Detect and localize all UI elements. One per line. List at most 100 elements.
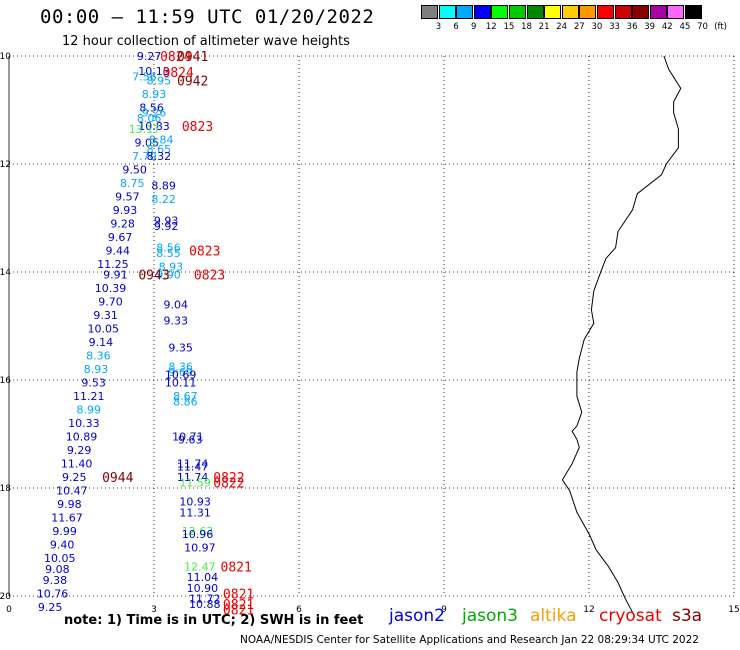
pass-time-label: 0942 [177,74,208,89]
wave-height-value: 9.67 [108,231,133,244]
color-scale-label: 15 [503,22,515,32]
pass-time-label: 0822 [213,471,244,486]
color-scale-label: 27 [573,22,585,32]
wave-height-value: 9.93 [154,215,179,228]
wave-height-value: 10.96 [182,528,214,541]
legend-item-jason2: jason2 [389,606,445,626]
color-scale-label: 6 [453,22,459,32]
color-scale-unit: (ft) [714,22,727,32]
wave-height-value: 9.98 [57,498,82,511]
wave-height-value: 9.31 [93,309,118,322]
color-scale-label: 36 [626,22,638,32]
wave-height-value: 10.11 [165,377,197,390]
wave-height-value: 8.75 [120,177,145,190]
color-scale-label: 42 [661,22,673,32]
wave-height-value: 11.74 [177,471,209,484]
wave-height-value: 9.35 [168,342,193,355]
wave-height-value: 9.14 [89,336,114,349]
pass-time-label: 0821 [221,560,252,575]
color-scale-label: 70 [697,22,708,32]
color-scale-label: 3 [435,22,442,32]
wave-height-value: 9.63 [178,433,203,446]
wave-height-value: 10.93 [179,496,211,509]
wave-height-value: 10.39 [95,282,127,295]
wave-height-value: 9.53 [81,377,106,390]
wave-height-value: 8.93 [142,88,167,101]
color-scale-label: 9 [470,22,477,32]
color-swatch [685,5,702,19]
pass-time-label: 0821 [223,587,254,602]
color-swatch [473,5,491,19]
wave-height-value: 9.26 [142,107,167,120]
wave-height-value: 9.92 [154,220,179,233]
wave-height-value: 9.08 [45,563,70,576]
coastline [561,55,682,613]
wave-height-value: 9.28 [110,217,135,230]
wave-height-value: 8.32 [147,150,172,163]
page-subtitle: 12 hour collection of altimeter wave hei… [62,34,350,49]
color-scale-label: 18 [521,22,532,32]
wave-height-value: 8.36 [168,361,193,374]
color-swatch [579,5,597,19]
wave-height-value: 7.70 [132,150,157,163]
color-swatch [526,5,544,19]
wave-height-value: 10.90 [187,582,219,595]
wave-height-value: 10.05 [44,552,76,565]
wave-height-value: 8.36 [86,350,111,363]
color-swatch [421,5,438,19]
wave-height-value: 8.84 [149,134,174,147]
color-scale-label: 30 [591,22,603,32]
wave-height-value: 10.05 [88,323,120,336]
color-swatch [667,5,685,19]
pass-time-label: 0824 [160,50,191,65]
color-scale-label: 39 [644,22,656,32]
wave-height-value: 9.69 [168,366,193,379]
y-tick-label: -12 [0,160,11,170]
page-title: 00:00 – 11:59 UTC 01/20/2022 [40,6,375,28]
pass-time-label: 0944 [102,471,133,486]
x-tick-label: 0 [6,605,12,615]
color-swatch [597,5,614,19]
color-scale-label: 12 [485,22,497,32]
wave-height-value: 11.40 [61,458,93,471]
map-grid [8,55,735,597]
wave-height-value: 8.56 [156,242,181,255]
wave-height-value: 8.67 [173,390,198,403]
wave-height-value: 9.50 [122,163,147,176]
color-scale-label: 21 [538,22,550,32]
wave-height-value: 9.91 [103,269,128,282]
x-tick-label: 15 [728,605,739,615]
wave-height-value: 11.04 [187,571,219,584]
wave-height-value: 8.56 [139,101,164,114]
legend-item-s3a: s3a [672,606,703,626]
wave-height-value: 10.69 [165,369,197,382]
wave-height-value: 10.71 [172,431,204,444]
wave-height-value: 12.47 [184,560,216,573]
wave-height-value: 8.99 [77,404,102,417]
wave-height-value: 11.21 [73,390,105,403]
wave-height-value: 9.93 [113,204,138,217]
wave-height-value: 9.25 [38,601,63,614]
color-scale-label: 45 [679,22,691,32]
wave-height-value: 11.25 [97,258,129,271]
color-swatch [509,5,526,19]
credit-line: NOAA/NESDIS Center for Satellite Applica… [240,634,699,646]
wave-height-value: 11.67 [51,512,83,525]
wave-height-value: 8.89 [151,180,176,193]
wave-height-value: 10.97 [184,541,216,554]
wave-height-value: 8.65 [147,143,172,156]
legend-item-jason3: jason3 [462,606,518,626]
wave-height-observations: 9.2710.137.568.958.938.569.268.0610.8313… [37,50,221,614]
pass-time-label: 0941 [177,50,208,65]
y-tick-label: -10 [0,52,11,62]
pass-time-label: 0821 [223,598,254,613]
y-tick-label: -18 [0,484,11,494]
wave-height-value: 9.38 [43,574,68,587]
color-swatch [544,5,562,19]
wave-height-value: 10.33 [68,417,100,430]
wave-height-value: 8.22 [151,193,176,206]
wave-height-value: 10.83 [138,120,170,133]
wave-height-value: 10.13 [138,65,170,78]
wave-height-value: 9.33 [164,315,189,328]
wave-height-value: 11.72 [189,593,221,606]
